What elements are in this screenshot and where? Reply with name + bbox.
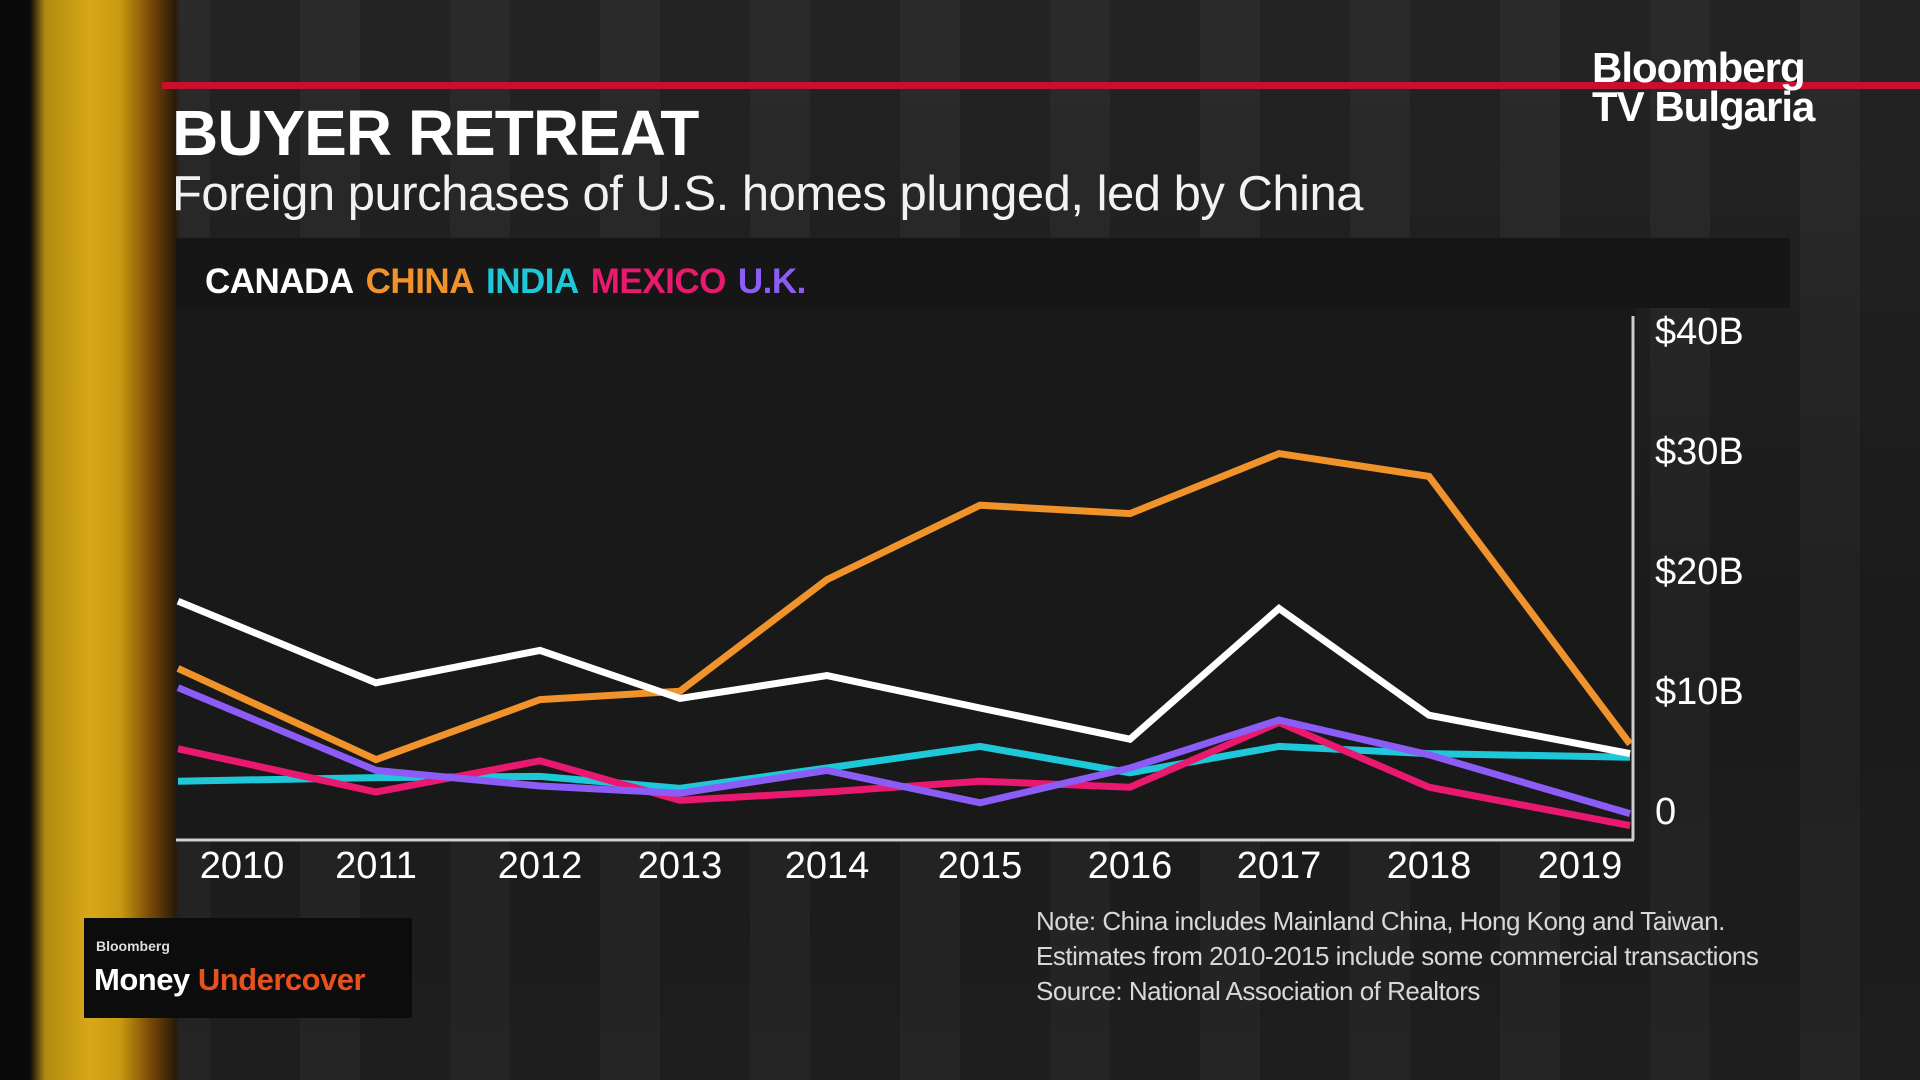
x-tick-label: 2017 [1237, 845, 1322, 887]
x-tick-label: 2019 [1538, 845, 1623, 887]
brand-line-1: Bloomberg [1592, 44, 1806, 91]
x-tick-label: 2014 [785, 845, 870, 887]
left-decorative-band [0, 0, 180, 1080]
brand-line-2: TV Bulgaria [1592, 83, 1815, 130]
note-line-2: Estimates from 2010-2015 include some co… [1036, 941, 1759, 971]
legend-uk: U.K. [737, 262, 807, 301]
series-line-china [176, 449, 1633, 764]
y-tick-label: 0 [1655, 791, 1676, 833]
legend-canada: CANADA [205, 262, 354, 301]
series-line-uk [176, 684, 1631, 817]
y-tick-label: $40B [1655, 311, 1744, 353]
series-line-canada [176, 597, 1631, 758]
show-name-part-2: Undercover [197, 962, 366, 997]
x-tick-label: 2010 [200, 845, 285, 887]
show-name-part-1: Money [94, 962, 190, 997]
x-tick-label: 2013 [638, 845, 723, 887]
x-tick-label: 2018 [1387, 845, 1472, 887]
legend: CANADA CHINA INDIA MEXICO U.K. [205, 262, 818, 302]
note-line-1: Note: China includes Mainland China, Hon… [1036, 906, 1725, 936]
legend-china: CHINA [365, 262, 475, 301]
y-tick-label: $10B [1655, 671, 1744, 713]
x-tick-label: 2015 [938, 845, 1023, 887]
show-name: Money Undercover [94, 962, 366, 998]
show-badge: Bloomberg Money Undercover [84, 918, 412, 1018]
source-line: Source: National Association of Realtors [1036, 976, 1480, 1006]
legend-mexico: MEXICO [590, 262, 727, 301]
header-rule [162, 82, 1920, 89]
brand-logo: Bloomberg TV Bulgaria [1592, 44, 1852, 130]
chart-subtitle: Foreign purchases of U.S. homes plunged,… [172, 167, 1364, 221]
x-tick-label: 2012 [498, 845, 583, 887]
y-tick-label: $30B [1655, 431, 1744, 473]
show-network: Bloomberg [96, 938, 170, 954]
chart-title: BUYER RETREAT [172, 97, 699, 169]
x-tick-label: 2016 [1088, 845, 1173, 887]
legend-india: INDIA [485, 262, 579, 301]
y-tick-label: $20B [1655, 551, 1744, 593]
chart-notes: Note: China includes Mainland China, Hon… [1036, 904, 1759, 1009]
legend-bar [176, 238, 1790, 308]
x-tick-label: 2011 [335, 845, 417, 887]
